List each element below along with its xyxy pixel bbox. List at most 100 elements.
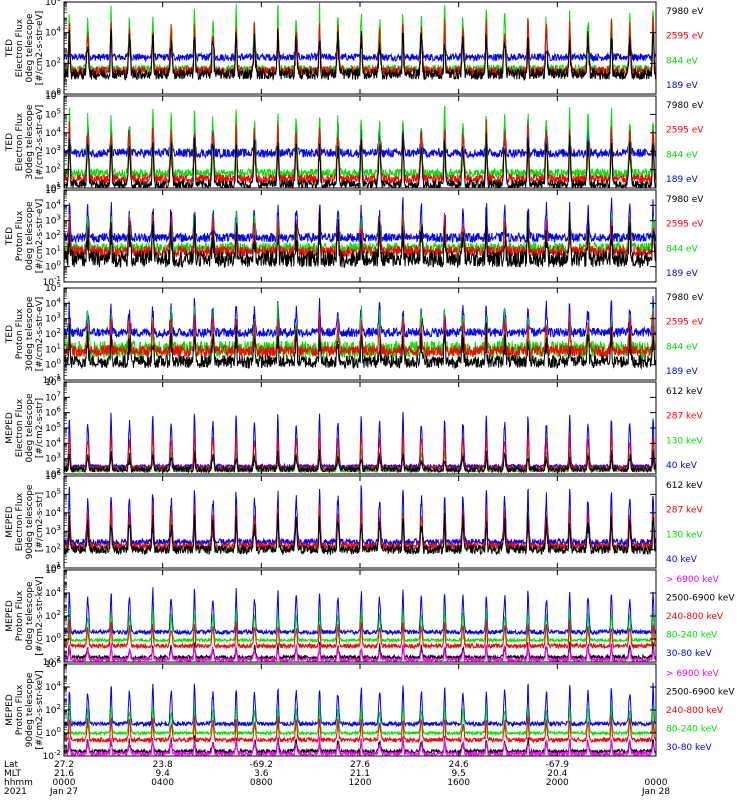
y-axis-label-line: MEPED: [5, 412, 15, 444]
y-axis-label-line: Proton Flux: [15, 308, 25, 359]
y-tick-label: 102: [45, 467, 61, 480]
y-tick-label: 101: [45, 181, 61, 194]
y-axis-label-line: 0deg telescope: [25, 393, 35, 463]
x-tick-label: 0000: [645, 778, 668, 788]
y-tick-label: 106: [45, 469, 61, 482]
legend-80-240-kev: 80-240 keV: [666, 631, 718, 641]
legend-240-800-kev: 240-800 keV: [666, 612, 724, 622]
series-2595-ev: [64, 311, 656, 358]
y-axis-label-line: 30deg telescope: [25, 104, 35, 179]
legend-7980-ev: 7980 eV: [666, 101, 704, 111]
y-axis-label-line: [#/cm2-s-str-eV]: [35, 105, 45, 180]
x-tick-label: 27.2: [54, 760, 74, 770]
y-tick-label: 104: [45, 198, 61, 211]
series-189-ev: [64, 197, 656, 244]
y-axis-label-line: Electron Flux: [15, 112, 25, 171]
y-axis-label-line: [#/cm2-s-str-eV]: [35, 199, 45, 274]
x-tick-label: 23.8: [153, 760, 173, 770]
y-tick-label: 102: [45, 229, 61, 242]
series-7980-ev: [64, 322, 656, 370]
x-tick-label: 9.4: [156, 769, 171, 779]
y-axis-label-line: Proton Flux: [15, 684, 25, 735]
y-axis-label-line: [#/cm2-s-str]: [35, 398, 45, 458]
legend-40-kev: 40 keV: [666, 461, 698, 471]
legend-189-ev: 189 eV: [666, 175, 699, 185]
x-tick-label: -69.2: [250, 760, 273, 770]
y-tick-label: 102: [45, 609, 61, 622]
y-axis-label-line: [#/cm2-s-str-eV]: [35, 11, 45, 86]
x-row-label: hhmm: [4, 778, 33, 788]
y-tick-label: 101: [45, 244, 61, 257]
x-tick-label: 0000: [53, 778, 76, 788]
series-287-kev: [64, 431, 656, 472]
legend-287-kev: 287 keV: [666, 412, 703, 422]
y-axis-label-line: [#/cm2-s-str-eV]: [35, 297, 45, 372]
y-axis-label-line: Proton Flux: [15, 590, 25, 641]
y-tick-label: 104: [45, 296, 61, 309]
legend-240-800-kev: 240-800 keV: [666, 706, 724, 716]
x-tick-label: 9.5: [452, 769, 466, 779]
series-7980-ev: [64, 28, 656, 82]
y-axis-label: MEPEDProton Flux90deg telescope[#/cm2-s-…: [5, 670, 45, 749]
y-tick-label: 103: [45, 452, 61, 465]
legend-2500-6900-kev: 2500-6900 keV: [666, 594, 735, 604]
x-tick-label: 21.6: [54, 769, 74, 779]
x-tick-label: 2000: [546, 778, 569, 788]
legend-2595-ev: 2595 eV: [666, 32, 704, 42]
y-tick-label: 10-2: [43, 749, 61, 762]
x-tick-label: 1600: [447, 778, 470, 788]
legend-844-ev: 844 eV: [666, 56, 699, 66]
y-tick-label: 104: [45, 26, 61, 39]
y-axis-label-line: MEPED: [5, 694, 15, 726]
y-tick-label: 102: [45, 163, 61, 176]
y-tick-label: 100: [45, 358, 61, 371]
y-tick-label: 106: [45, 657, 61, 670]
y-tick-label: 100: [45, 726, 61, 739]
y-tick-label: 106: [45, 89, 61, 102]
y-tick-label: 10-2: [43, 655, 61, 668]
y-tick-label: 10-1: [43, 275, 61, 288]
legend-612-kev: 612 keV: [666, 481, 703, 491]
x-tick-label: -67.9: [546, 760, 570, 770]
y-axis-label: TEDElectron Flux0deg telescope[#/cm2-s-s…: [5, 11, 45, 86]
legend-40-kev: 40 keV: [666, 555, 698, 565]
y-tick-label: 101: [45, 342, 61, 355]
y-axis-label-line: 90deg telescope: [25, 484, 35, 559]
legend-7980-ev: 7980 eV: [666, 195, 704, 205]
y-tick-label: 104: [45, 586, 61, 599]
y-tick-label: 10-1: [43, 373, 61, 386]
x-tick-label: 21.1: [350, 769, 370, 779]
legend-844-ev: 844 eV: [666, 150, 699, 160]
y-axis-label-line: 90deg telescope: [25, 672, 35, 747]
y-tick-label: 103: [45, 214, 61, 227]
y-axis-label: TEDElectron Flux30deg telescope[#/cm2-s-…: [5, 104, 45, 179]
y-tick-label: 105: [45, 107, 61, 120]
x-tick-label: 3.6: [254, 769, 269, 779]
y-axis-label-line: [#/cm2-s-str-keV]: [35, 576, 45, 655]
y-axis-label-line: [#/cm2-s-str]: [35, 492, 45, 552]
y-tick-label: 104: [45, 126, 61, 139]
legend-189-ev: 189 eV: [666, 269, 699, 279]
y-tick-label: 107: [45, 390, 61, 403]
legend-189-ev: 189 eV: [666, 367, 699, 377]
y-tick-label: 100: [45, 87, 61, 100]
y-tick-label: 106: [45, 406, 61, 419]
y-axis-label-line: 0deg telescope: [25, 581, 35, 651]
series-240-800-kev: [64, 619, 656, 650]
y-tick-label: 103: [45, 524, 61, 537]
x-row-label: Lat: [4, 760, 19, 770]
y-tick-label: 102: [45, 56, 61, 69]
legend-189-ev: 189 eV: [666, 81, 699, 91]
y-axis-label: MEPEDProton Flux0deg telescope[#/cm2-s-s…: [5, 576, 45, 655]
y-axis-label-line: MEPED: [5, 506, 15, 538]
y-axis-label-line: 0deg telescope: [25, 13, 35, 83]
series-30-80-kev: [64, 587, 656, 636]
y-tick-label: 104: [45, 680, 61, 693]
